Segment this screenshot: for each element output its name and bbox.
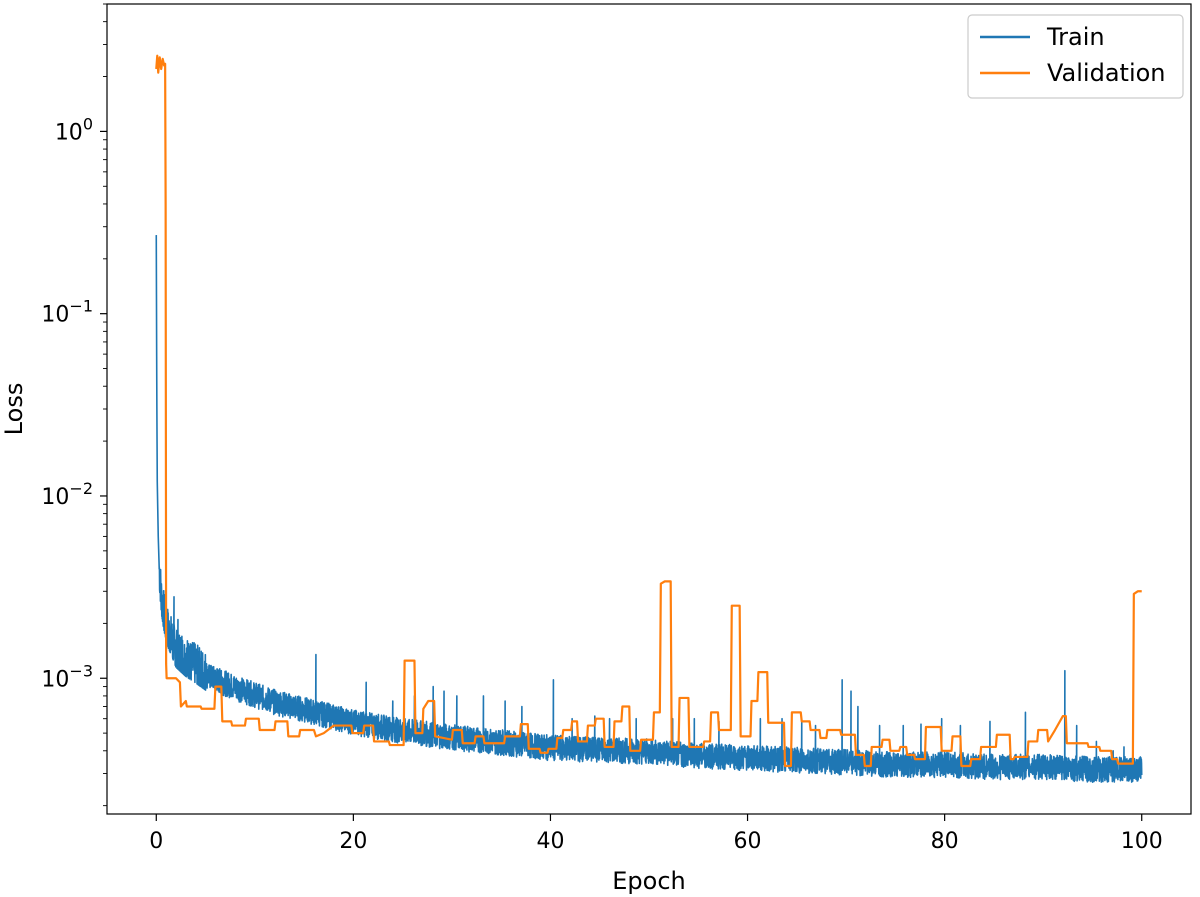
- series-train-line: [155, 235, 1143, 783]
- x-tick-label: 100: [1121, 829, 1163, 854]
- x-tick-label: 40: [536, 829, 564, 854]
- legend-label-train: Train: [1046, 23, 1105, 51]
- x-tick-label: 0: [149, 829, 163, 854]
- ticks-layer: 0 20 40 60 80 100 100 10−1 10−2 10−3: [41, 3, 1163, 854]
- series-layer: [155, 54, 1143, 783]
- y-tick-label: 10−3: [41, 661, 93, 692]
- y-tick-label: 10−1: [41, 297, 93, 328]
- x-tick-label: 80: [931, 829, 959, 854]
- legend-label-validation: Validation: [1047, 59, 1166, 87]
- x-tick-label: 60: [734, 829, 762, 854]
- x-axis-label: Epoch: [612, 867, 686, 895]
- y-tick-label: 10−2: [41, 479, 93, 510]
- y-tick-label: 100: [55, 114, 93, 145]
- series-validation-line: [155, 54, 1142, 768]
- y-axis-label: Loss: [0, 383, 28, 436]
- legend: Train Validation: [967, 14, 1184, 99]
- plot-area: [107, 4, 1191, 814]
- x-tick-label: 20: [339, 829, 367, 854]
